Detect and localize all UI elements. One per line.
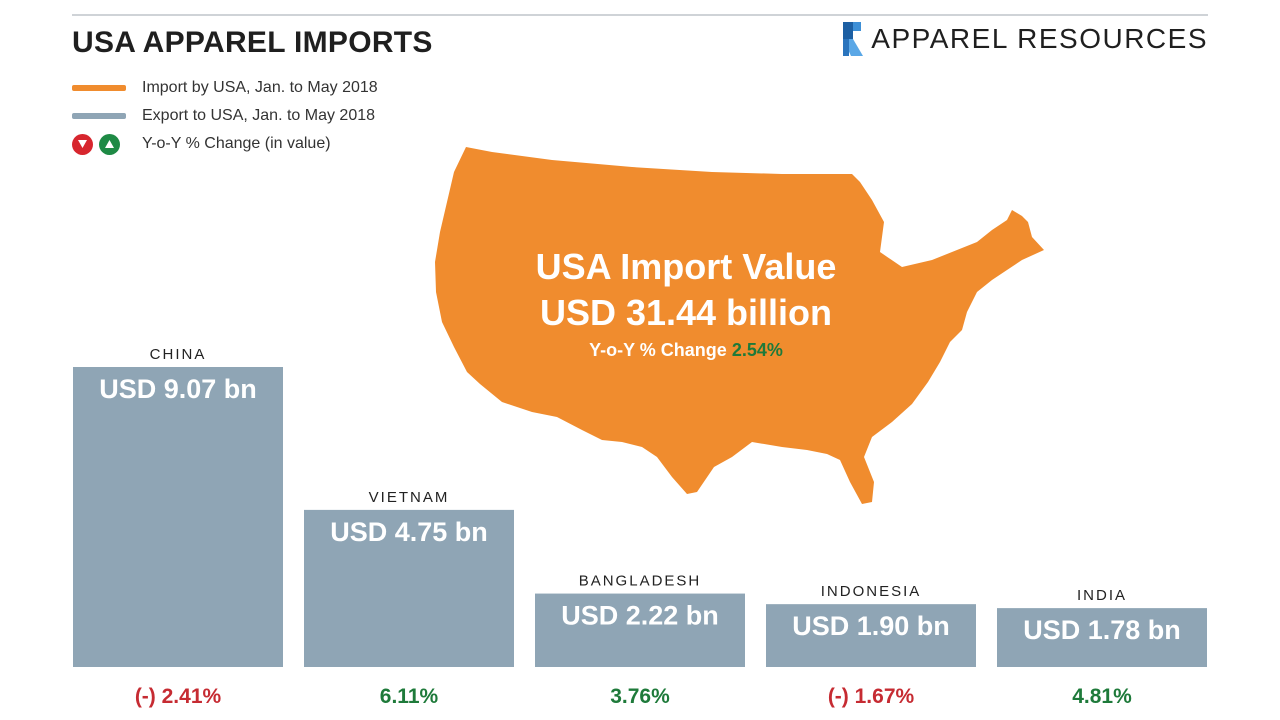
export-swatch xyxy=(72,113,126,119)
value-label: USD 4.75 bn xyxy=(330,517,488,547)
change-icons xyxy=(72,133,126,155)
value-label: USD 1.78 bn xyxy=(1023,615,1181,645)
bar-bangladesh xyxy=(535,593,745,667)
map-change-value: 2.54% xyxy=(731,340,783,360)
map-title-line1: USA Import Value xyxy=(535,246,837,287)
legend: Import by USA, Jan. to May 2018 Export t… xyxy=(72,74,378,158)
category-label: INDONESIA xyxy=(821,583,922,600)
brand-logo: APPAREL RESOURCES xyxy=(843,22,1208,56)
down-arrow-icon xyxy=(72,133,93,155)
legend-import: Import by USA, Jan. to May 2018 xyxy=(72,74,378,102)
usa-map-shape xyxy=(435,147,1044,504)
bar-vietnam xyxy=(304,509,514,667)
map-change-prefix: Y-o-Y % Change xyxy=(589,340,727,360)
map-change: Y-o-Y % Change 2.54% xyxy=(496,340,876,361)
brand-name: APPAREL RESOURCES xyxy=(871,23,1208,54)
value-label: USD 9.07 bn xyxy=(99,374,257,404)
change-label: 6.11% xyxy=(380,685,439,708)
category-label: INDIA xyxy=(1077,587,1127,604)
legend-import-label: Import by USA, Jan. to May 2018 xyxy=(142,79,378,96)
category-label: BANGLADESH xyxy=(579,573,702,590)
legend-change: Y-o-Y % Change (in value) xyxy=(72,130,378,158)
bar-india xyxy=(997,608,1207,667)
change-label: 3.76% xyxy=(610,685,670,708)
map-label: USA Import Value USD 31.44 billion Y-o-Y… xyxy=(496,244,876,361)
change-label: (-) 1.67% xyxy=(828,685,915,708)
value-label: USD 2.22 bn xyxy=(561,601,719,631)
legend-change-label: Y-o-Y % Change (in value) xyxy=(142,135,331,152)
bar-indonesia xyxy=(766,604,976,667)
import-swatch xyxy=(72,85,126,91)
category-label: VIETNAM xyxy=(369,489,450,506)
page-title: USA APPAREL IMPORTS xyxy=(72,26,433,59)
usa-map xyxy=(432,142,1052,512)
legend-export-label: Export to USA, Jan. to May 2018 xyxy=(142,107,376,124)
change-label: 4.81% xyxy=(1072,685,1132,708)
legend-export: Export to USA, Jan. to May 2018 xyxy=(72,102,378,130)
up-arrow-icon xyxy=(99,133,120,155)
value-label: USD 1.90 bn xyxy=(792,611,950,641)
brand-mark-icon xyxy=(843,22,864,56)
bar-china xyxy=(73,367,283,667)
top-rule xyxy=(72,14,1208,16)
change-label: (-) 2.41% xyxy=(135,685,222,708)
category-label: CHINA xyxy=(150,346,207,363)
map-title-line2: USD 31.44 billion xyxy=(539,292,833,333)
